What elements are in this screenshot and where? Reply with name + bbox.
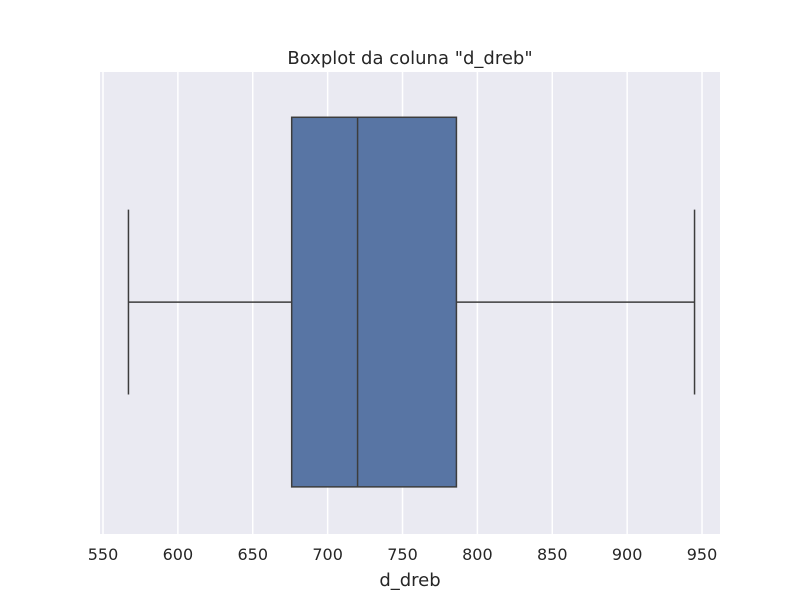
x-tick-label: 800 <box>462 545 493 564</box>
x-tick-labels: 550 600 650 700 750 800 850 900 950 <box>88 545 718 564</box>
chart-title: Boxplot da coluna "d_dreb" <box>287 48 532 69</box>
iqr-box <box>290 116 458 488</box>
x-tick-label: 900 <box>612 545 643 564</box>
boxplot <box>127 116 696 488</box>
x-tick-label: 950 <box>687 545 718 564</box>
x-tick-label: 850 <box>537 545 568 564</box>
x-tick-label: 550 <box>88 545 119 564</box>
x-tick-label: 700 <box>312 545 343 564</box>
x-axis-label: d_dreb <box>379 570 440 591</box>
x-tick-label: 600 <box>163 545 194 564</box>
x-tick-label: 650 <box>237 545 268 564</box>
x-tick-label: 750 <box>387 545 418 564</box>
